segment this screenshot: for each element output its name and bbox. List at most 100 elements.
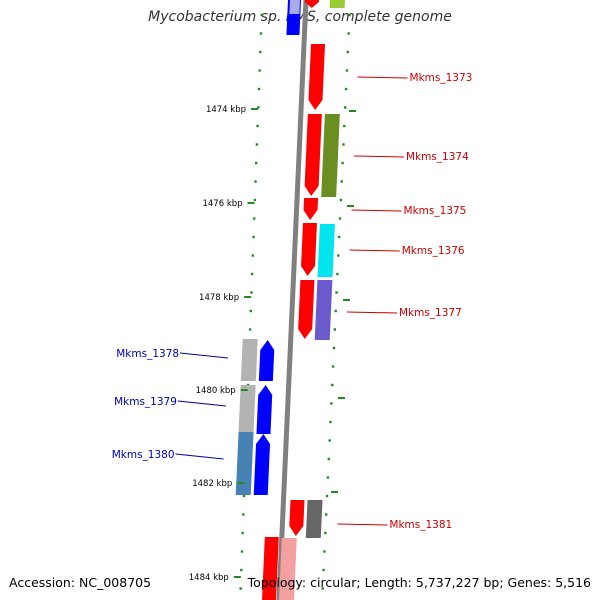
label-leader <box>177 400 226 407</box>
gene-track <box>253 0 326 600</box>
cds-arrow-Mkms_1376 <box>301 223 317 276</box>
ruler-dot <box>343 124 346 128</box>
ruler-dot <box>337 235 341 239</box>
cds-partial-shade <box>289 0 300 14</box>
gene-label: Mkms_1378 <box>116 348 179 360</box>
cds-arrow-Mkms_1374 <box>304 114 322 196</box>
ruler-dot <box>253 198 257 202</box>
tick-label: 1476 kbp <box>202 199 242 209</box>
ruler-dot <box>338 217 342 220</box>
ruler-dot <box>257 106 260 109</box>
tick-label: 1480 kbp <box>196 386 236 396</box>
cds-arrow-Mkms_1378 <box>258 340 275 381</box>
gene-feature-partial <box>279 538 297 600</box>
ruler-dot <box>328 439 331 442</box>
ruler-dot <box>340 180 343 183</box>
cds-arrow-partial <box>262 537 279 600</box>
ruler-dot <box>240 568 243 572</box>
ruler-dot <box>334 309 337 313</box>
label-leader <box>349 249 400 252</box>
gene-label: Mkms_1381 <box>389 519 452 531</box>
label-leader <box>337 523 388 526</box>
ruler-dot <box>321 587 324 590</box>
ruler-dot <box>322 568 325 572</box>
ruler-dot <box>331 365 335 368</box>
gene-label: Mkms_1380 <box>112 449 175 461</box>
cds-arrow-partial <box>304 0 319 8</box>
tick-label: 1484 kbp <box>189 573 229 583</box>
ruler-dot <box>259 32 263 35</box>
gene-feature-Mkms_1373 <box>329 0 345 8</box>
ruler-dot <box>259 50 262 54</box>
ruler-dot <box>346 50 349 54</box>
ruler-dot <box>254 180 257 183</box>
cds-arrow-Mkms_1375 <box>303 198 319 220</box>
ruler-dot <box>252 217 256 220</box>
accession-text: Accession: NC_008705 <box>9 575 152 590</box>
gene-feature-Mkms_1377 <box>314 280 333 340</box>
label-leader <box>353 155 404 158</box>
ruler-dot <box>344 87 348 91</box>
ruler-dot <box>256 124 259 128</box>
ruler-dot <box>241 531 244 535</box>
ruler-dot <box>331 383 334 387</box>
gene-label: Mkms_1375 <box>404 205 467 217</box>
ruler-dot <box>252 235 255 239</box>
ruler-dot <box>341 161 344 165</box>
ruler-dot <box>342 143 345 146</box>
ruler-dot <box>250 272 254 276</box>
gene-feature-Mkms_1376 <box>317 224 335 277</box>
cds-arrow-Mkms_1377 <box>298 280 315 339</box>
tick-track: 1474 kbp 1476 kbp 1478 kbp 1480 kbp 1482 kbp… <box>189 105 356 583</box>
backbone <box>276 0 309 600</box>
ruler-dot <box>251 254 255 257</box>
tick-label: 1474 kbp <box>206 105 246 115</box>
ruler-dot <box>250 291 253 294</box>
ruler-dot <box>332 346 336 350</box>
ruler-dot <box>258 69 261 72</box>
tick-label: 1478 kbp <box>199 293 239 303</box>
ruler-dot <box>343 106 347 109</box>
ruler-dot <box>324 531 327 535</box>
ruler-dot <box>325 494 329 498</box>
tick-label: 1482 kbp <box>192 479 232 489</box>
gene-feature-Mkms_1380 <box>235 432 254 495</box>
label-leader <box>357 76 408 79</box>
ruler-dot <box>242 513 245 516</box>
ruler-dot <box>249 309 252 313</box>
ruler-dot <box>345 69 349 72</box>
gene-labels: Mkms_1373 Mkms_1374 Mkms_1375 Mkms_1376 Mkms… <box>112 72 473 531</box>
ruler-dot <box>260 13 263 17</box>
ruler-dot <box>337 254 340 257</box>
cds-arrow-Mkms_1373 <box>308 44 326 110</box>
feature-track <box>235 0 345 600</box>
ruler-dot <box>242 494 246 498</box>
ruler-dot <box>323 550 326 553</box>
gene-label: Mkms_1379 <box>114 396 177 408</box>
gene-feature-Mkms_1378 <box>240 339 258 381</box>
gene-feature-Mkms_1381 <box>305 500 323 538</box>
ruler-dot <box>330 402 333 405</box>
ruler-dot <box>255 161 258 165</box>
ruler-dot <box>327 457 330 461</box>
topology-summary: Topology: circular; Length: 5,737,227 bp… <box>247 575 591 590</box>
gene-feature-Mkms_1379 <box>238 385 256 432</box>
ruler-dot <box>336 272 339 276</box>
ruler-dot <box>248 328 252 331</box>
label-leader <box>346 311 397 314</box>
gene-feature-Mkms_1374 <box>321 114 340 197</box>
ruler-dot <box>347 32 350 35</box>
ruler-dot <box>326 476 330 479</box>
ruler-dot <box>335 291 338 294</box>
ruler-dot <box>333 328 337 331</box>
ruler-dot <box>324 513 328 516</box>
ruler-dot <box>255 143 259 146</box>
gene-label: Mkms_1377 <box>399 307 462 319</box>
ruler-dot <box>239 587 242 590</box>
ruler-dot <box>348 13 351 17</box>
gene-label: Mkms_1373 <box>410 72 473 84</box>
gene-label: Mkms_1376 <box>402 245 465 257</box>
ruler-dot <box>257 87 261 91</box>
cds-arrow-Mkms_1379 <box>256 385 273 434</box>
